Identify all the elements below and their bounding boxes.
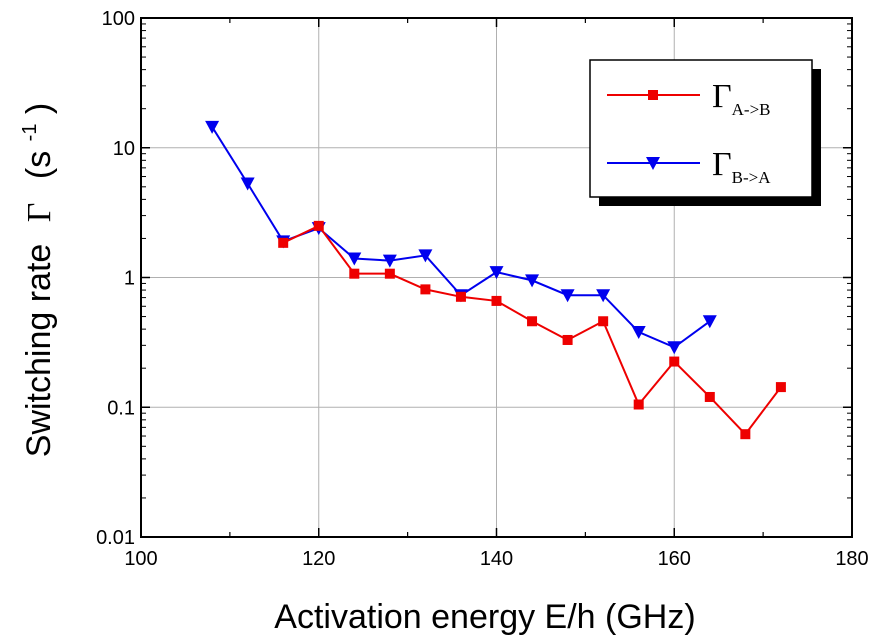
legend-box	[589, 59, 813, 198]
data-point	[704, 391, 715, 402]
data-point	[455, 291, 466, 302]
y-axis-title-unit-open: (s	[20, 151, 58, 179]
x-axis-title: Activation energy E/h (GHz)	[274, 598, 695, 636]
data-point	[562, 334, 573, 345]
y-tick-label: 100	[102, 8, 135, 30]
y-tick-label: 0.01	[96, 527, 135, 549]
legend-marker	[646, 157, 660, 170]
legend-symbol: Γ	[712, 146, 732, 183]
legend-entries: ΓA->BΓB->A	[607, 78, 771, 187]
data-point	[631, 326, 646, 340]
svg-text:Switching rate Γ (: Switching rate Γ (s -1 )	[6, 103, 58, 457]
legend-label: ΓB->A	[712, 146, 771, 187]
legend-marker	[648, 90, 658, 100]
data-point	[420, 284, 431, 295]
data-point	[382, 254, 397, 268]
data-point	[525, 274, 540, 288]
data-point	[491, 295, 502, 306]
legend: ΓA->BΓB->A	[589, 59, 821, 206]
y-tick-label: 10	[113, 138, 135, 160]
data-point	[205, 120, 220, 134]
tick-labels: 100 120 140 160 180 0.01 0.1 1 10 100	[96, 8, 869, 570]
y-axis-title-text: Switching rate	[20, 244, 58, 458]
y-axis-title: Switching rate Γ (s -1 )	[6, 103, 58, 457]
data-point	[489, 266, 504, 280]
y-tick-label: 1	[124, 268, 135, 290]
data-point	[560, 289, 575, 303]
x-tick-label: 100	[124, 548, 157, 570]
data-point	[313, 220, 324, 231]
legend-label: ΓA->B	[712, 78, 771, 119]
data-point	[740, 429, 751, 440]
data-point	[278, 237, 289, 248]
x-tick-label: 120	[302, 548, 335, 570]
legend-subscript: B->A	[732, 168, 772, 187]
legend-symbol: Γ	[712, 78, 732, 115]
data-point	[384, 268, 395, 279]
data-point	[418, 249, 433, 263]
data-point	[633, 399, 644, 410]
data-point	[667, 341, 682, 355]
y-axis-title-symbol: Γ	[21, 203, 58, 223]
series-layer	[205, 120, 786, 440]
x-tick-label: 160	[658, 548, 691, 570]
legend-subscript: A->B	[732, 100, 771, 119]
data-point	[349, 268, 360, 279]
data-point	[775, 382, 786, 393]
series-ab	[278, 220, 786, 440]
data-point	[598, 316, 609, 327]
data-point	[596, 289, 611, 303]
data-point	[669, 356, 680, 367]
x-tick-label: 140	[480, 548, 513, 570]
y-axis-title-unit-close: )	[20, 103, 58, 114]
data-point	[702, 315, 717, 329]
plot-frame	[140, 17, 853, 538]
y-tick-label: 0.1	[107, 397, 135, 419]
x-tick-label: 180	[835, 548, 868, 570]
y-axis-title-unit-exp: -1	[19, 124, 41, 142]
data-point	[527, 316, 538, 327]
data-point	[347, 252, 362, 266]
data-point	[240, 177, 255, 191]
